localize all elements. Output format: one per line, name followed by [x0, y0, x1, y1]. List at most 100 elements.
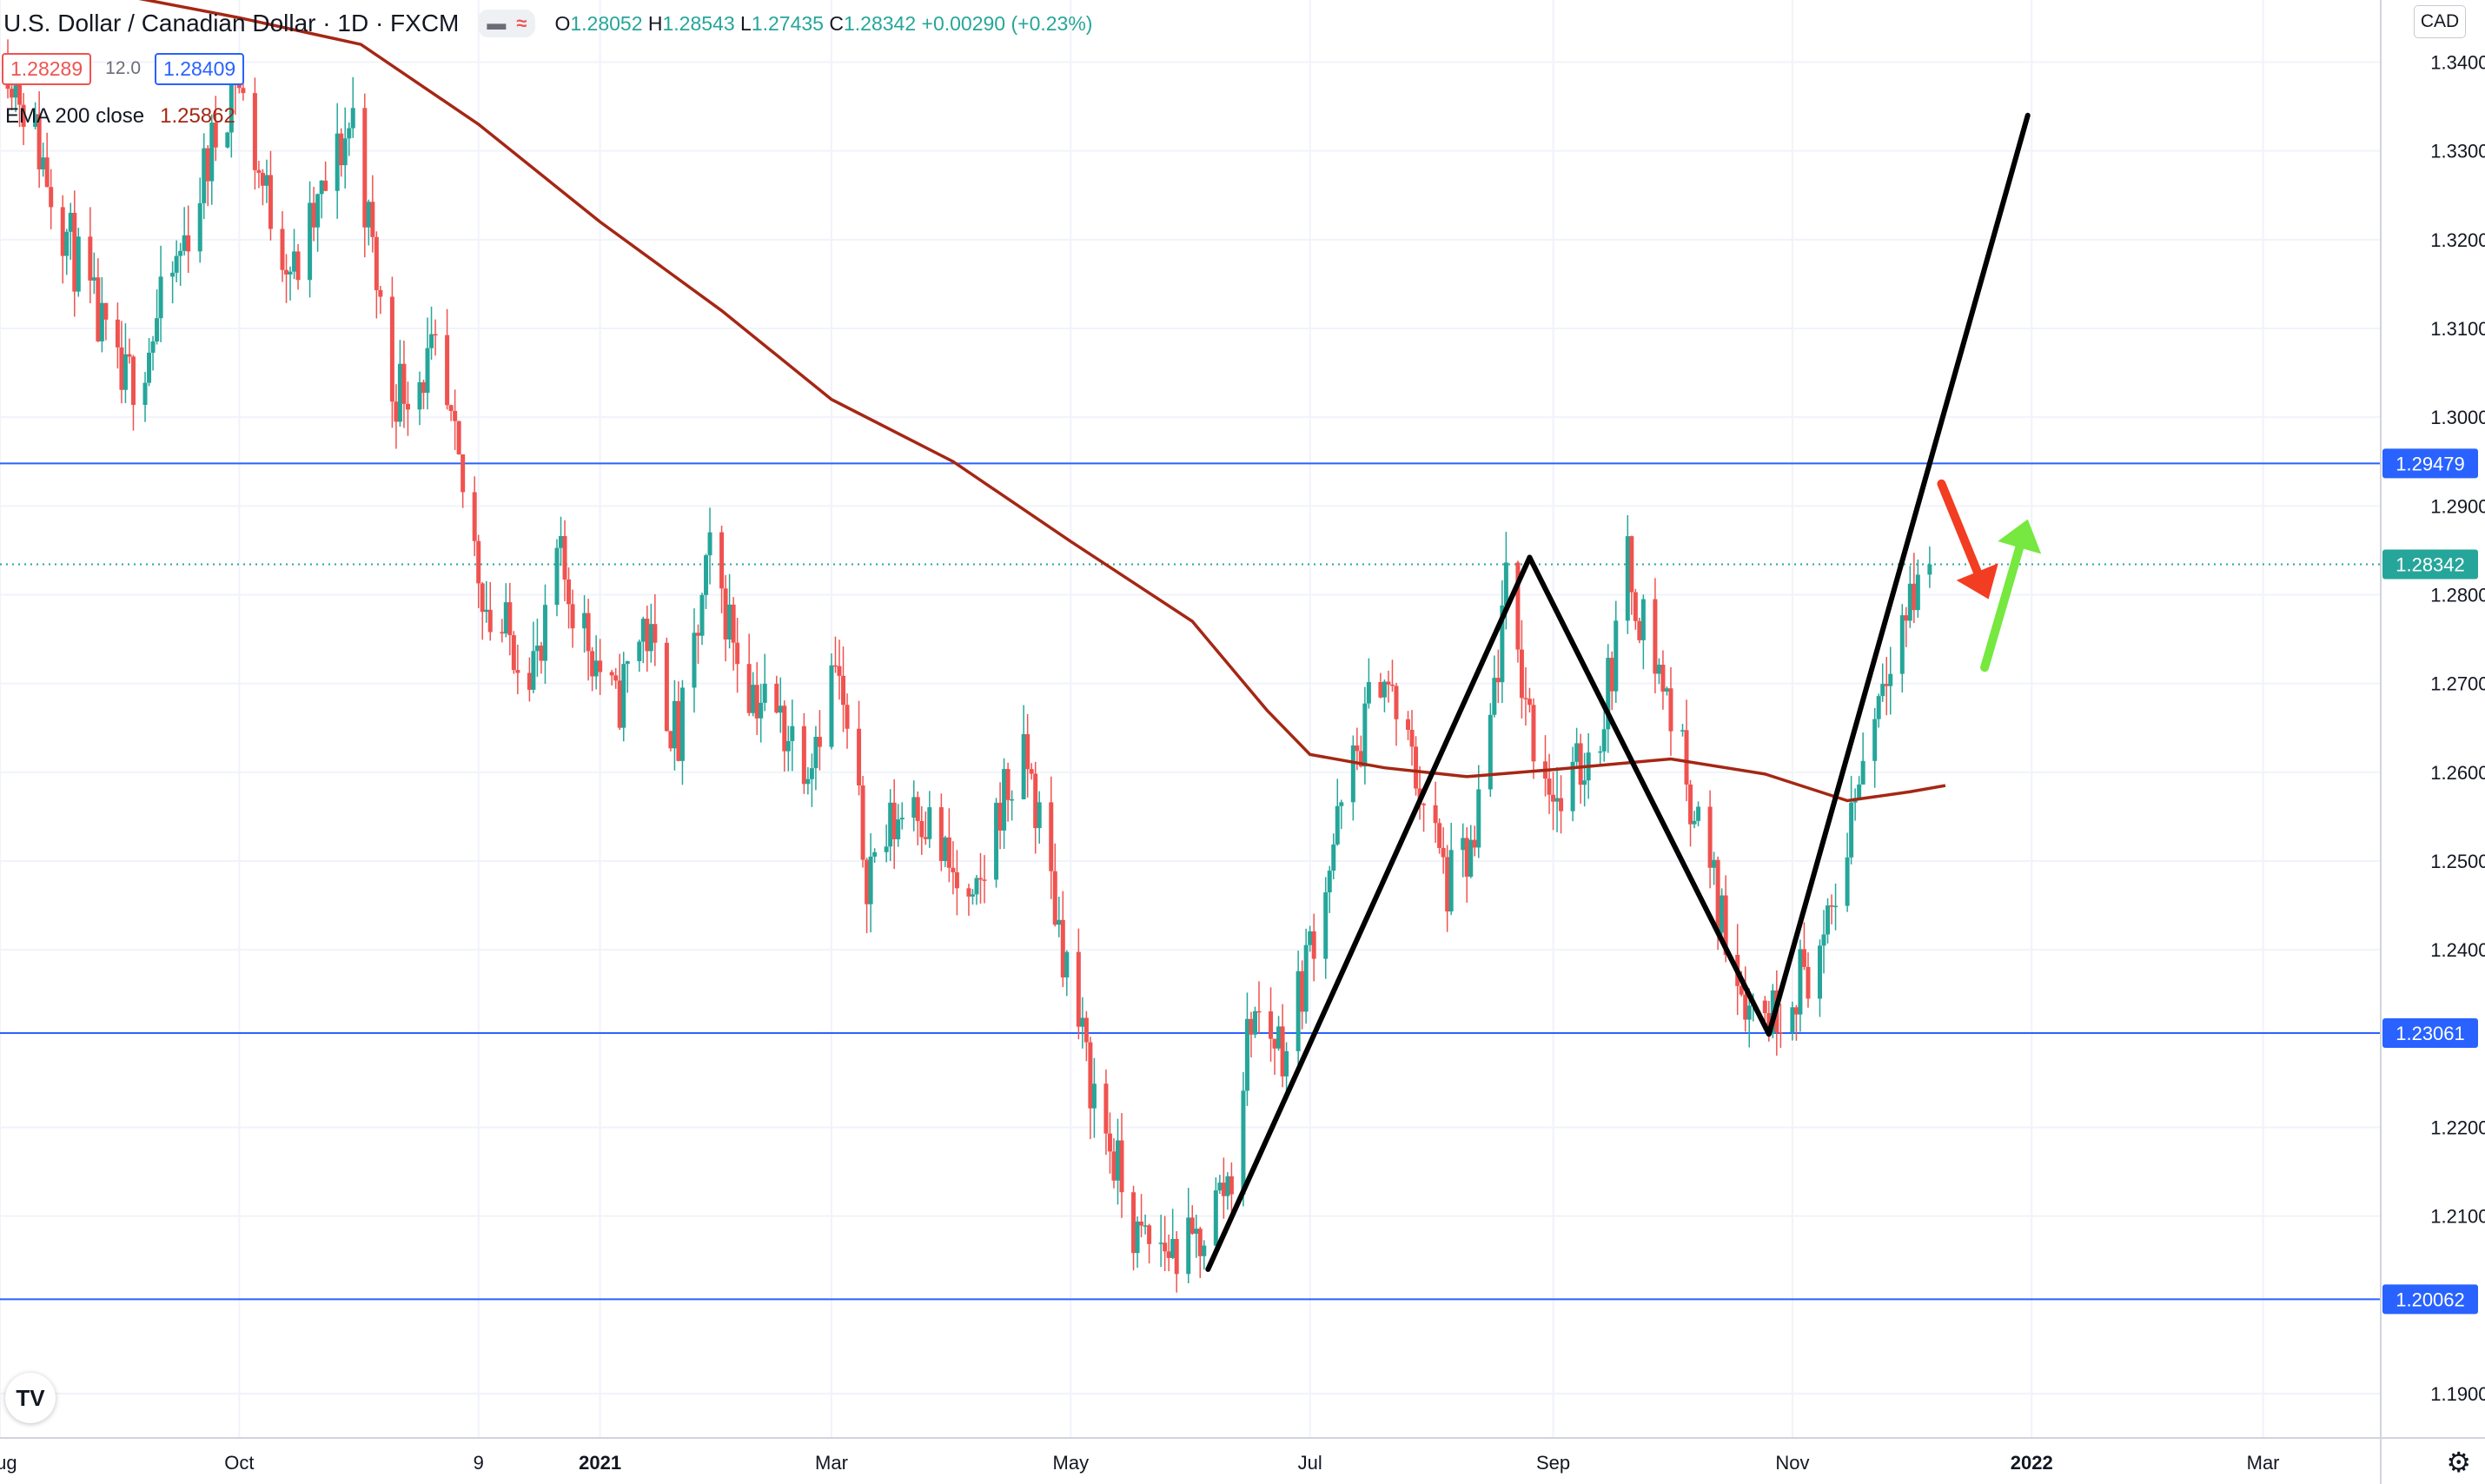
- candle-body: [1899, 615, 1905, 674]
- candle-body: [1272, 1038, 1277, 1049]
- candle-body: [534, 646, 540, 652]
- price-tick-label: 1.21000: [2430, 1206, 2485, 1228]
- candle-body: [429, 334, 434, 348]
- candle-body: [1692, 820, 1697, 825]
- candle-body: [1880, 684, 1885, 697]
- candle-body: [142, 382, 148, 406]
- candle-body: [1276, 1026, 1282, 1049]
- candle-body: [1660, 665, 1666, 692]
- candle-body: [1158, 1242, 1163, 1244]
- change-value: +0.00290 (+0.23%): [921, 11, 1093, 35]
- time-tick-label: Aug: [0, 1452, 17, 1474]
- candle-body: [613, 675, 619, 681]
- candle-body: [801, 725, 806, 785]
- price-tick-label: 1.27000: [2430, 673, 2485, 695]
- candle-body: [1202, 1245, 1207, 1256]
- candle-body: [1213, 1190, 1218, 1246]
- candle-body: [433, 334, 438, 336]
- candle-body: [487, 609, 493, 633]
- candle-body: [1414, 746, 1419, 789]
- candle-body: [1766, 1013, 1772, 1035]
- price-tick-label: 1.34000: [2430, 52, 2485, 74]
- candle-body: [1088, 1042, 1093, 1109]
- price-axis[interactable]: 1.34000 1.33000 1.32000 1.31000 1.30000 1.290…: [2380, 0, 2485, 1484]
- candle-body: [236, 83, 242, 89]
- candle-body: [1166, 1251, 1171, 1258]
- candle-body: [1653, 599, 1658, 674]
- candle-body: [919, 820, 924, 838]
- candle-body: [1103, 1083, 1109, 1134]
- price-tick-label: 1.30000: [2430, 407, 2485, 428]
- candle-body: [308, 202, 313, 281]
- high-value: 1.28543: [662, 11, 735, 35]
- candle-body: [88, 236, 93, 281]
- candle-body: [425, 348, 430, 394]
- candle-body: [225, 132, 230, 148]
- candle-body: [1445, 857, 1450, 912]
- candle-body: [476, 540, 481, 584]
- candle-body: [1131, 1192, 1136, 1254]
- candle-body: [774, 683, 779, 713]
- candle-body: [158, 276, 163, 319]
- candle-body: [1080, 1017, 1085, 1027]
- candle-body: [484, 609, 489, 613]
- candle-body: [1598, 751, 1603, 753]
- candle-body: [1355, 745, 1360, 752]
- candle-body: [813, 737, 818, 769]
- candle-body: [41, 157, 46, 169]
- last-price-badge-bg: [2382, 549, 2478, 580]
- candle-body: [1817, 945, 1822, 999]
- sell-price-button[interactable]: 1.28289: [2, 52, 92, 85]
- settings-gear-icon[interactable]: ⚙: [2446, 1447, 2471, 1478]
- candle-body: [1876, 696, 1881, 719]
- tradingview-logo-icon[interactable]: TV: [5, 1373, 56, 1423]
- candle-body: [567, 580, 572, 605]
- candle-body: [1303, 944, 1309, 1012]
- candle-body: [292, 251, 297, 272]
- candle-body: [1559, 798, 1564, 812]
- candle-body: [1688, 784, 1693, 825]
- candle-body: [366, 202, 371, 228]
- candle-body: [123, 354, 128, 390]
- candle-body: [511, 635, 516, 671]
- candle-body: [453, 411, 458, 421]
- candle-body: [99, 302, 104, 341]
- wave-icon[interactable]: ≈: [516, 12, 527, 34]
- candle-body: [445, 335, 450, 406]
- candle-body: [91, 277, 96, 281]
- candle-body: [943, 837, 948, 862]
- candle-body: [1002, 769, 1007, 831]
- candle-body: [970, 894, 975, 897]
- candle-body: [36, 114, 42, 169]
- time-axis[interactable]: Aug Oct 9 2021 Mar May Jul Sep Nov 2022 Mar: [0, 1437, 2485, 1474]
- candle-body: [1269, 1011, 1274, 1039]
- buy-price-button[interactable]: 1.28409: [155, 52, 245, 85]
- candle-body: [13, 76, 18, 98]
- symbol-title[interactable]: U.S. Dollar / Canadian Dollar · 1D · FXC…: [3, 10, 460, 36]
- candle-body: [1378, 682, 1383, 698]
- candle-body: [1907, 583, 1912, 621]
- candle-body: [1386, 681, 1391, 685]
- arrow-down-shaft: [1937, 479, 1982, 577]
- candle-body: [1252, 1010, 1257, 1035]
- indicator-legend[interactable]: EMA 200 close 1.25862: [5, 99, 235, 134]
- candle-body: [1574, 743, 1580, 762]
- candle-body: [319, 180, 324, 195]
- candle-body: [1323, 892, 1329, 959]
- candle-body: [625, 660, 630, 665]
- candle-body: [582, 613, 587, 629]
- candle-body: [746, 664, 752, 713]
- candle-body: [938, 807, 944, 862]
- candle-body: [1021, 733, 1026, 799]
- hide-icon[interactable]: ▬: [487, 12, 507, 34]
- candle-body: [127, 354, 132, 357]
- candle-body: [837, 666, 842, 676]
- candle-body: [280, 229, 285, 270]
- legend-toggle[interactable]: ▬ ≈: [478, 10, 536, 37]
- candle-body: [1762, 1000, 1767, 1014]
- currency-selector[interactable]: CAD: [2414, 5, 2466, 38]
- candle-body: [202, 148, 207, 203]
- w-pattern-lines: [1205, 112, 2031, 1272]
- candle-body: [1010, 798, 1015, 801]
